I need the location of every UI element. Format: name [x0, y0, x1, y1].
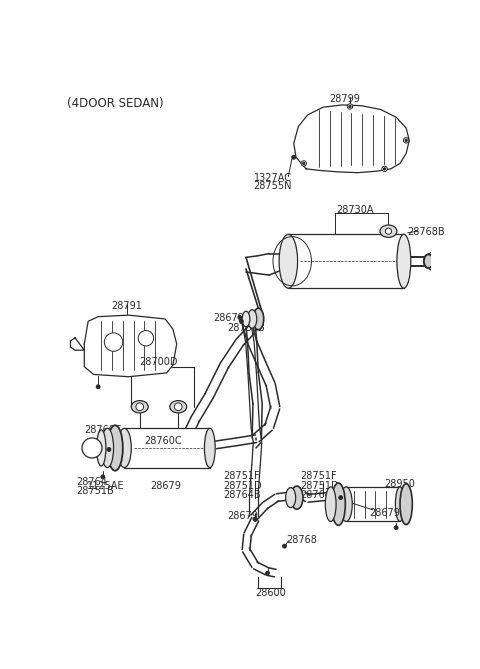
- Text: 28799: 28799: [329, 94, 360, 104]
- Circle shape: [349, 105, 351, 108]
- Circle shape: [174, 403, 182, 411]
- Polygon shape: [294, 105, 409, 173]
- Ellipse shape: [396, 487, 405, 522]
- Text: 28751D: 28751D: [223, 481, 262, 490]
- Text: 28679C: 28679C: [214, 313, 252, 323]
- Text: (4DOOR SEDAN): (4DOOR SEDAN): [67, 97, 164, 110]
- Circle shape: [136, 403, 144, 411]
- Text: 28730A: 28730A: [336, 205, 373, 215]
- Circle shape: [382, 166, 387, 171]
- Ellipse shape: [340, 487, 352, 522]
- Bar: [346, 487, 400, 522]
- Ellipse shape: [400, 484, 412, 524]
- Ellipse shape: [131, 401, 148, 413]
- Circle shape: [138, 330, 154, 346]
- Circle shape: [301, 161, 306, 166]
- Ellipse shape: [380, 225, 397, 237]
- Circle shape: [96, 385, 100, 389]
- Circle shape: [265, 571, 269, 575]
- Text: 28600: 28600: [255, 589, 286, 599]
- Circle shape: [253, 517, 257, 521]
- Ellipse shape: [286, 488, 296, 508]
- Circle shape: [404, 138, 409, 143]
- Bar: [124, 428, 210, 468]
- Text: 28760C: 28760C: [84, 425, 122, 436]
- Text: 28760C: 28760C: [144, 436, 182, 446]
- Circle shape: [384, 168, 386, 170]
- Ellipse shape: [204, 428, 215, 468]
- Ellipse shape: [332, 483, 345, 525]
- Circle shape: [339, 496, 343, 500]
- Text: 1327AC: 1327AC: [254, 173, 292, 183]
- Text: 28764: 28764: [300, 490, 331, 500]
- Circle shape: [101, 475, 105, 479]
- Circle shape: [82, 438, 102, 458]
- Circle shape: [394, 526, 398, 530]
- Circle shape: [292, 155, 296, 159]
- Ellipse shape: [291, 486, 303, 509]
- Ellipse shape: [170, 401, 187, 413]
- Text: 28751B: 28751B: [227, 323, 264, 333]
- Text: 28764B: 28764B: [223, 490, 261, 500]
- Text: 28700D: 28700D: [140, 357, 178, 367]
- Text: 1125AE: 1125AE: [87, 482, 125, 492]
- Text: 28679: 28679: [151, 481, 181, 490]
- Ellipse shape: [108, 425, 123, 471]
- Circle shape: [405, 139, 408, 142]
- Circle shape: [253, 517, 257, 521]
- Ellipse shape: [101, 428, 114, 468]
- Circle shape: [283, 544, 287, 548]
- Text: 28751F: 28751F: [223, 472, 260, 482]
- Circle shape: [240, 319, 243, 323]
- Circle shape: [107, 448, 111, 452]
- Text: A: A: [89, 443, 96, 453]
- Ellipse shape: [397, 234, 411, 288]
- Text: 28950: 28950: [384, 479, 416, 489]
- Polygon shape: [84, 315, 177, 377]
- Ellipse shape: [424, 254, 433, 268]
- Circle shape: [302, 163, 305, 165]
- Text: 28679: 28679: [369, 508, 400, 518]
- Ellipse shape: [96, 430, 106, 466]
- Ellipse shape: [279, 234, 298, 288]
- Text: 28755N: 28755N: [254, 181, 292, 191]
- Circle shape: [238, 316, 242, 319]
- Text: 28768: 28768: [286, 535, 317, 545]
- Polygon shape: [71, 338, 84, 350]
- Text: 28679: 28679: [228, 512, 258, 521]
- Text: 28791: 28791: [111, 301, 142, 311]
- Text: 28751F: 28751F: [300, 472, 336, 482]
- Text: 28751D: 28751D: [300, 481, 338, 490]
- Ellipse shape: [325, 487, 336, 522]
- Ellipse shape: [118, 428, 131, 468]
- Bar: [288, 234, 404, 288]
- Ellipse shape: [426, 252, 440, 270]
- Ellipse shape: [253, 308, 264, 330]
- Circle shape: [385, 228, 392, 234]
- Text: 28751B: 28751B: [77, 486, 114, 496]
- Ellipse shape: [248, 310, 257, 328]
- Text: 28764: 28764: [77, 477, 108, 487]
- Circle shape: [347, 104, 353, 109]
- Text: 28768B: 28768B: [408, 227, 445, 237]
- Circle shape: [104, 333, 123, 351]
- Ellipse shape: [242, 311, 250, 326]
